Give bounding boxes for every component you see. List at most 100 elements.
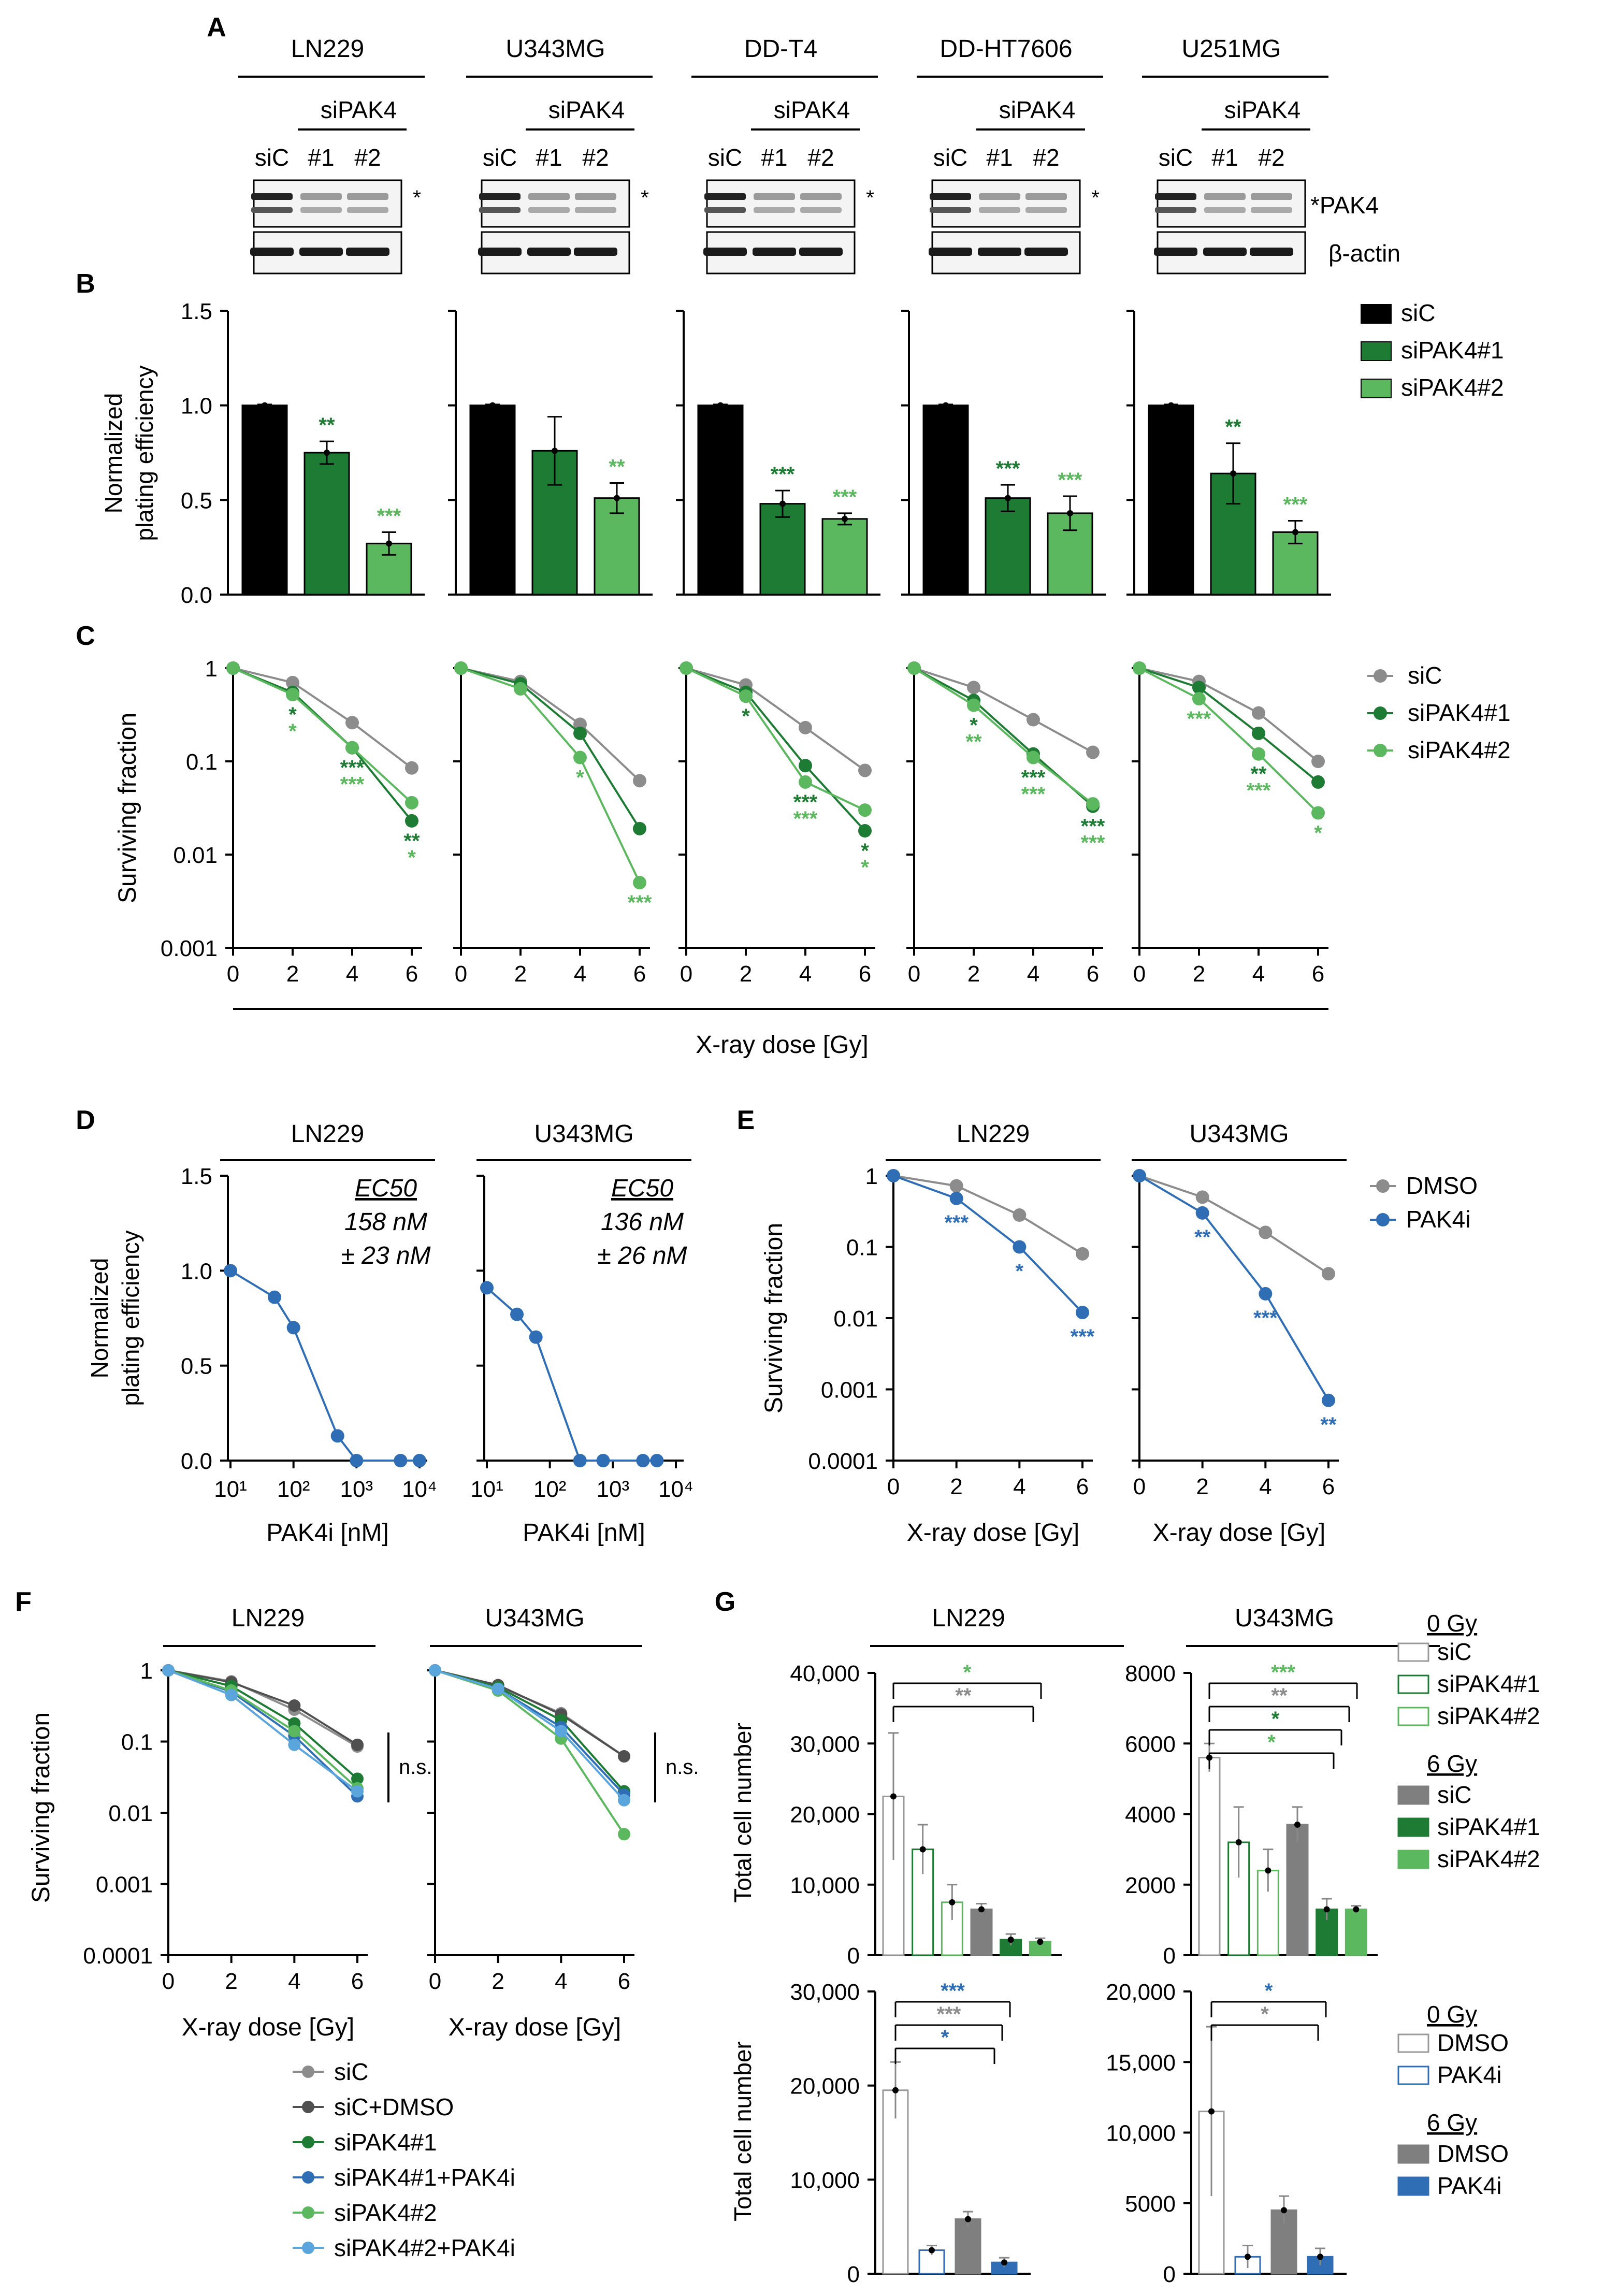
- panel-label-e: E: [737, 1105, 755, 1135]
- bar: [241, 405, 288, 596]
- data-point: [1265, 1867, 1271, 1874]
- panel-label-c: C: [76, 621, 95, 651]
- x-tick-label: 4: [1259, 1474, 1271, 1499]
- series-line: [168, 1669, 358, 1797]
- pak4-band-upper: [1251, 193, 1292, 200]
- significance-mark: *: [1314, 822, 1322, 845]
- pak4-band-lower: [575, 207, 616, 213]
- ec50-error: ± 23 nM: [341, 1242, 430, 1269]
- significance-mark: ***: [1247, 779, 1271, 802]
- data-point: [286, 675, 299, 689]
- pak4-band-upper: [800, 193, 842, 200]
- axis-xlabel: X-ray dose [Gy]: [449, 2014, 621, 2041]
- subplot-title: LN229: [232, 1605, 305, 1632]
- y-tick-label: 1.5: [181, 1164, 212, 1189]
- y-tick-label: 0.0001: [808, 1449, 878, 1474]
- series-line: [460, 667, 641, 829]
- series-line: [893, 1175, 1083, 1313]
- data-point: [799, 775, 812, 789]
- data-point: [510, 1307, 524, 1321]
- data-point: [351, 1772, 364, 1785]
- blot-cell-line-title: U343MG: [505, 35, 605, 63]
- series-line: [435, 1669, 625, 1792]
- x-tick-label: 2: [967, 961, 980, 987]
- data-point: [1195, 1206, 1209, 1220]
- legend-label: siC: [1437, 1781, 1471, 1808]
- data-point: [799, 759, 812, 773]
- series-line: [168, 1669, 358, 1780]
- pak4-blot-box: [1157, 179, 1306, 228]
- significance-mark: **: [965, 731, 982, 754]
- x-tick-label: 2: [286, 961, 299, 987]
- series-line: [229, 1269, 420, 1462]
- significance-mark: ***: [1283, 494, 1308, 516]
- x-tick-label: 4: [1013, 1474, 1025, 1499]
- bar: [1198, 1757, 1221, 1956]
- data-point: [943, 402, 949, 409]
- ns-label: n.s.: [666, 1756, 699, 1779]
- x-tick-label: 6: [1312, 961, 1324, 987]
- significance-mark: *: [1271, 1708, 1280, 1730]
- bar: [469, 405, 516, 596]
- actin-band: [574, 248, 617, 256]
- series-line: [460, 667, 641, 782]
- data-point: [949, 1899, 956, 1905]
- data-point: [552, 447, 558, 454]
- bar: [821, 518, 868, 596]
- legend-label: PAK4i: [1437, 2061, 1501, 2088]
- data-point: [887, 1169, 900, 1182]
- y-tick-label: 10,000: [790, 1873, 860, 1898]
- data-point: [225, 1688, 238, 1701]
- data-point: [1292, 529, 1298, 536]
- pak4-band-lower: [528, 207, 570, 213]
- data-point: [892, 2087, 899, 2093]
- y-tick-label: 40,000: [790, 1661, 860, 1686]
- x-tick-label: 4: [574, 961, 586, 987]
- data-point: [1076, 1306, 1089, 1320]
- significance-mark: ***: [340, 757, 365, 779]
- y-tick-label: 0.001: [821, 1378, 878, 1403]
- significance-mark: *: [408, 846, 416, 869]
- legend-label: siPAK4#2: [334, 2199, 437, 2226]
- significance-mark: **: [1271, 1684, 1288, 1707]
- legend-label: PAK4i: [1437, 2172, 1501, 2199]
- significance-mark: ***: [1071, 1325, 1095, 1348]
- ec50-error: ± 26 nM: [597, 1242, 687, 1269]
- subplot-title: LN229: [957, 1120, 1030, 1148]
- x-tick-label: 0: [455, 961, 467, 987]
- axis-xlabel: X-ray dose [Gy]: [1153, 1519, 1325, 1547]
- axis-ylabel: Normalized: [86, 1258, 113, 1379]
- x-tick-label: 6: [1322, 1474, 1335, 1499]
- significance-mark: *: [742, 705, 750, 728]
- legend-marker: [302, 2206, 314, 2219]
- legend-swatch: [1397, 1642, 1429, 1662]
- series-line: [914, 667, 1093, 754]
- significance-mark: **: [609, 455, 625, 478]
- y-tick-label: 4000: [1125, 1802, 1176, 1828]
- y-tick-label: 1: [865, 1164, 878, 1189]
- pak4-band-upper: [1025, 193, 1067, 200]
- blot-lane-label: #1: [1211, 144, 1238, 171]
- x-tick-label: 0: [227, 961, 239, 987]
- significance-mark: **: [1225, 416, 1241, 439]
- y-tick-label: 1: [205, 656, 218, 682]
- axis-ylabel: Total cell number: [729, 2041, 756, 2221]
- data-point: [1208, 2108, 1215, 2115]
- blot-cell-line-title: DD-HT7606: [940, 35, 1072, 63]
- legend-swatch: [1361, 379, 1392, 398]
- data-point: [949, 1179, 963, 1193]
- legend-label: DMSO: [1406, 1172, 1478, 1199]
- panel-label-g: G: [715, 1587, 735, 1617]
- data-point: [1322, 1267, 1335, 1281]
- panel-label-b: B: [76, 269, 95, 299]
- significance-mark: *: [941, 2026, 949, 2049]
- legend-marker: [302, 2136, 314, 2148]
- series-line: [1139, 1175, 1330, 1275]
- x-tick-label: 4: [346, 961, 358, 987]
- significance-mark: *: [1016, 1260, 1024, 1283]
- series-line: [233, 667, 413, 804]
- legend-swatch: [1397, 1674, 1429, 1694]
- y-tick-label: 8000: [1125, 1661, 1176, 1686]
- significance-mark: ***: [1058, 469, 1082, 492]
- series-line: [893, 1175, 1083, 1255]
